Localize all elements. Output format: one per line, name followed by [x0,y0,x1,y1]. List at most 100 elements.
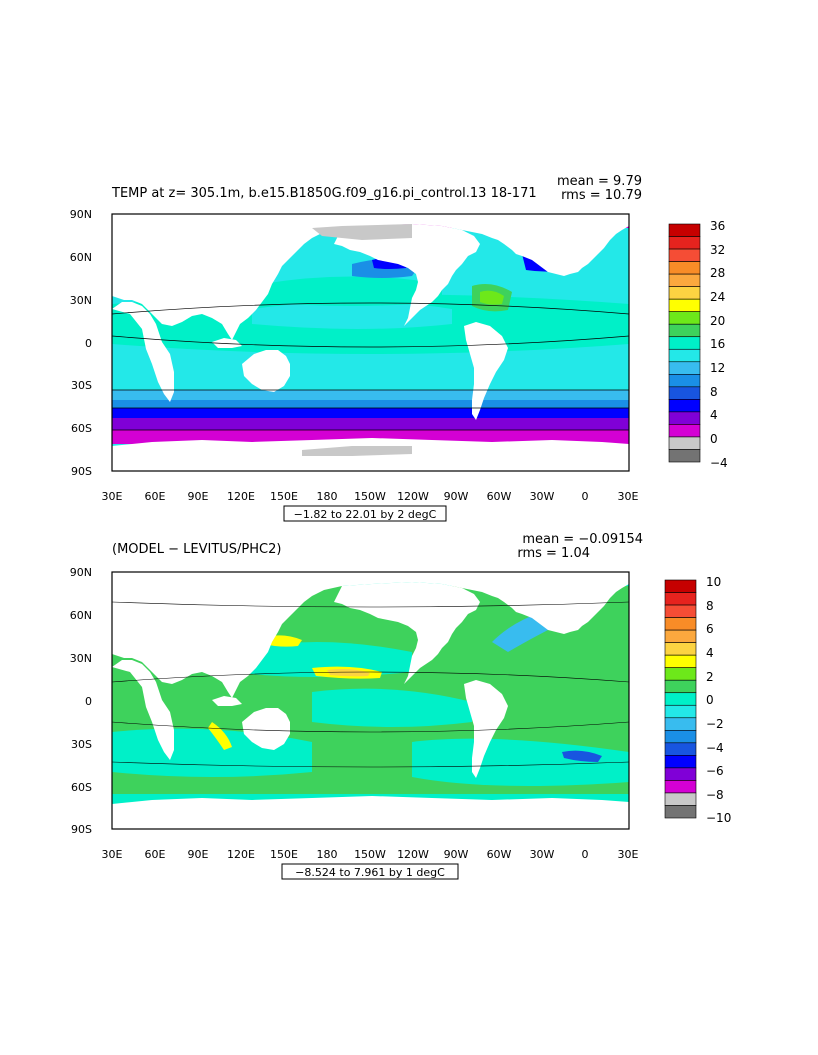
bottom-lat-label: 90N [70,566,92,579]
bottom-map-frame [111,571,630,830]
colorbar-swatch [668,436,701,450]
top-lon-label: 120E [227,490,255,503]
colorbar-swatch [668,311,701,325]
bottom-contour-label: −8.524 to 7.961 by 1 degC [295,866,445,879]
colorbar-swatch [668,424,701,438]
bottom-lat-label: 0 [85,695,92,708]
bottom-lon-label: 30E [102,848,123,861]
top-lat-label: 60S [71,422,92,435]
colorbar-swatch [668,273,701,287]
top-colorbar-label: 36 [710,219,725,233]
top-colorbar [668,223,701,463]
colorbar-swatch [664,780,697,794]
bottom-colorbar-label: −10 [706,811,731,825]
top-colorbar-labels: 36 32 28 24 20 16 12 8 4 0 −4 [710,219,728,470]
bottom-lon-label: 180 [317,848,338,861]
top-lon-label: 30E [618,490,639,503]
top-colorbar-label: 4 [710,408,718,422]
top-lon-label: 90E [188,490,209,503]
colorbar-swatch [668,323,701,338]
bottom-panel: (MODEL − LEVITUS/PHC2) mean = −0.09154 r… [70,532,731,880]
colorbar-swatch [668,361,701,375]
top-colorbar-label: 12 [710,361,725,375]
top-lon-label: 30E [102,490,123,503]
bottom-colorbar-label: 6 [706,622,714,636]
bottom-lon-label: 0 [582,848,589,861]
colorbar-swatch [668,248,701,262]
top-colorbar-label: 28 [710,266,725,280]
top-contour-box [283,505,447,522]
bottom-lat-axis: 90N 60N 30N 0 30S 60S 90S [70,566,92,836]
colorbar-swatch [664,730,697,744]
bottom-colorbar-label: 10 [706,575,721,589]
bottom-colorbar-label: 2 [706,670,714,684]
colorbar-swatch [668,411,701,425]
top-lon-label: 60W [487,490,512,503]
colorbar-swatch [668,449,701,463]
colorbar-swatch [664,679,697,694]
colorbar-swatch [664,604,697,618]
top-lat-label: 90N [70,208,92,221]
bottom-lon-label: 150E [270,848,298,861]
bottom-lon-axis: 30E 60E 90E 120E 150E 180 150W 120W 90W … [102,848,639,861]
top-lon-label: 180 [317,490,338,503]
top-colorbar-label: 24 [710,290,725,304]
top-title: TEMP at z= 305.1m, b.e15.B1850G.f09_g16.… [111,186,537,201]
bottom-title: (MODEL − LEVITUS/PHC2) [112,542,281,557]
bottom-colorbar-label: −8 [706,788,724,802]
colorbar-swatch [668,386,701,400]
bottom-lon-label: 30W [530,848,555,861]
top-mean: mean = 9.79 [557,174,642,189]
top-lon-label: 90W [444,490,469,503]
top-map-frame [111,213,630,472]
bottom-lat-label: 30N [70,652,92,665]
top-lon-label: 150W [354,490,386,503]
colorbar-swatch [668,348,701,363]
top-lon-label: 60E [145,490,166,503]
top-lon-axis: 30E 60E 90E 120E 150E 180 150W 120W 90W … [102,490,639,503]
colorbar-swatch [664,617,697,631]
top-lat-label: 90S [71,465,92,478]
colorbar-swatch [668,399,701,413]
bottom-colorbar-label: 8 [706,599,714,613]
top-panel: TEMP at z= 305.1m, b.e15.B1850G.f09_g16.… [70,174,728,522]
bottom-lat-label: 60S [71,781,92,794]
bottom-lon-label: 120W [397,848,429,861]
colorbar-swatch [664,792,697,806]
top-colorbar-label: −4 [710,456,728,470]
colorbar-swatch [664,767,697,781]
bottom-colorbar-label: −4 [706,741,724,755]
top-colorbar-label: 8 [710,385,718,399]
top-lat-axis: 90N 60N 30N 0 30S 60S 90S [70,208,92,478]
colorbar-swatch [664,717,697,731]
colorbar-swatch [668,286,701,300]
colorbar-swatch [668,298,701,312]
colorbar-swatch [664,592,697,606]
colorbar-swatch [664,692,697,706]
top-lon-label: 0 [582,490,589,503]
colorbar-swatch [668,336,701,350]
bottom-lon-label: 60E [145,848,166,861]
top-lat-label: 30S [71,379,92,392]
bottom-colorbar-label: 4 [706,646,714,660]
top-lon-label: 120W [397,490,429,503]
top-lat-label: 60N [70,251,92,264]
colorbar-swatch [668,223,701,237]
top-colorbar-label: 16 [710,337,725,351]
bottom-colorbar-labels: 10 8 6 4 2 0 −2 −4 −6 −8 −10 [706,575,731,825]
top-map-field [112,214,629,471]
bottom-map-field [112,572,629,829]
colorbar-swatch [664,579,697,593]
top-colorbar-label: 0 [710,432,718,446]
top-rms: rms = 10.79 [561,188,642,203]
bottom-colorbar [664,579,697,819]
bottom-rms: rms = 1.04 [517,546,590,561]
bottom-lat-label: 30S [71,738,92,751]
bottom-colorbar-label: 0 [706,693,714,707]
bottom-lat-label: 60N [70,609,92,622]
top-colorbar-label: 20 [710,314,725,328]
bottom-colorbar-label: −2 [706,717,724,731]
bottom-lon-label: 90W [444,848,469,861]
bottom-mean: mean = −0.09154 [522,532,643,547]
